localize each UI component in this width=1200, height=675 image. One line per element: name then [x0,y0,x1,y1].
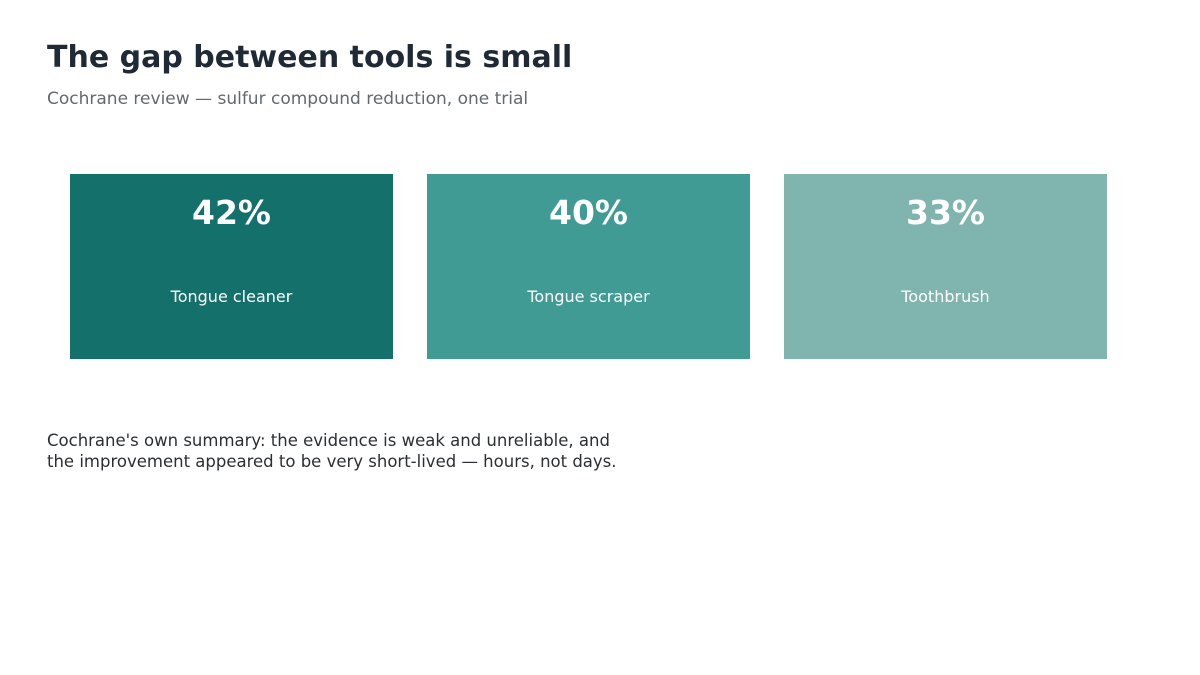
page-subtitle: Cochrane review — sulfur compound reduct… [47,89,529,109]
summary-note-line-1: Cochrane's own summary: the evidence is … [47,431,610,450]
tile-label: Tongue cleaner [170,287,293,306]
tile-value: 33% [906,193,985,232]
tile-label: Tongue scraper [527,287,650,306]
tile-value: 42% [192,193,271,232]
summary-note-line-2: the improvement appeared to be very shor… [47,452,617,471]
summary-note: Cochrane's own summary: the evidence is … [47,430,747,472]
page-title: The gap between tools is small [47,40,573,75]
stat-tile: 40% Tongue scraper [427,174,750,359]
stat-tile: 33% Toothbrush [784,174,1107,359]
tile-label: Toothbrush [901,287,990,306]
stat-tile: 42% Tongue cleaner [70,174,393,359]
stat-tiles: 42% Tongue cleaner 40% Tongue scraper 33% Too… [70,174,1107,359]
tile-value: 40% [549,193,628,232]
